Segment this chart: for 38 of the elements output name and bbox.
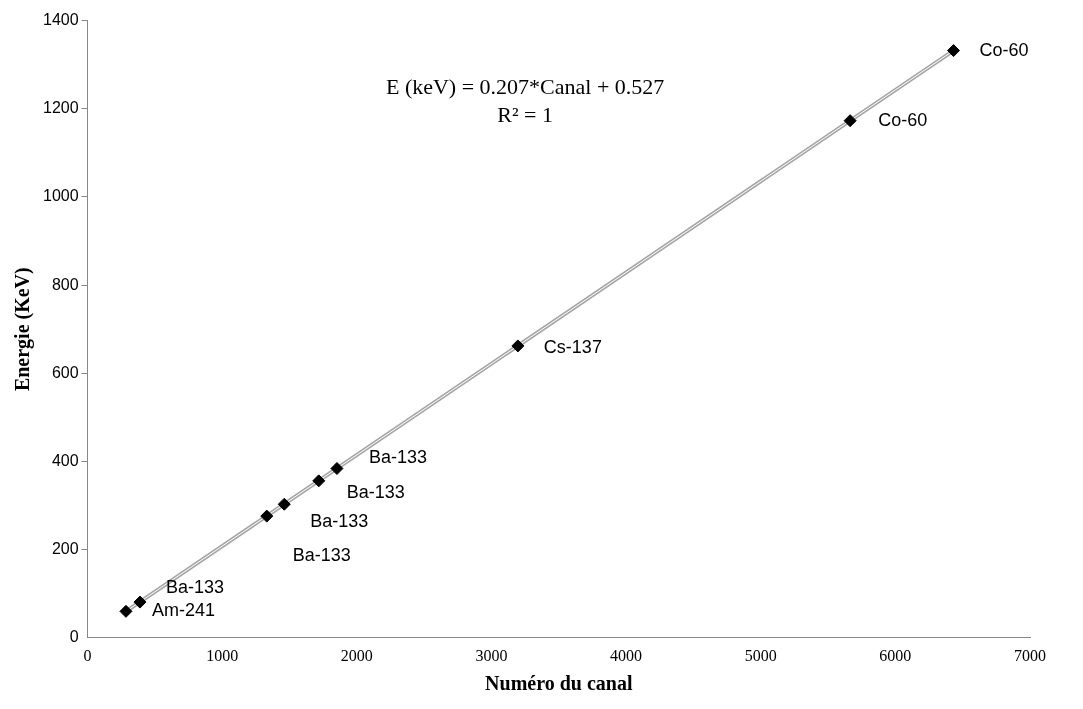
point [330, 462, 344, 476]
x-tick-label: 7000 [1014, 646, 1046, 664]
annotation: R² = 1 [497, 101, 553, 127]
y-tick-label: 1200 [43, 99, 79, 117]
annotation: Cs-137 [543, 336, 602, 357]
x-tick-label: 0 [83, 646, 92, 664]
point [511, 339, 525, 353]
y-tick-label: 0 [69, 628, 79, 646]
y-tick-label: 400 [51, 451, 79, 469]
x-tick-label: 1000 [206, 646, 239, 664]
annotation: Am-241 [151, 600, 215, 621]
point [133, 595, 147, 609]
annotation: Ba-133 [346, 481, 405, 502]
annotation: Ba-133 [368, 447, 427, 468]
annotation: Ba-133 [310, 511, 369, 532]
point [947, 44, 961, 58]
annotation: Co-60 [979, 39, 1029, 60]
y-tick-label: 200 [51, 540, 79, 558]
annotation: Ba-133 [165, 577, 225, 598]
x-tick-label: 3000 [475, 646, 508, 664]
annotation: Co-60 [878, 109, 928, 130]
y-tick-label: 1000 [43, 187, 79, 205]
point [277, 497, 291, 511]
x-axis-title: Numéro du canal [485, 672, 633, 695]
y-tick-label: 600 [51, 363, 79, 381]
point [843, 114, 857, 128]
y-tick-label: 1400 [43, 11, 79, 29]
x-tick-label: 5000 [744, 646, 777, 664]
point [260, 509, 274, 523]
x-tick-label: 4000 [610, 646, 643, 664]
x-tick-label: 6000 [879, 646, 912, 664]
point [119, 604, 133, 618]
y-tick-label: 800 [51, 275, 79, 293]
x-tick-label: 2000 [340, 646, 373, 664]
annotation: E (keV) = 0.207*Canal + 0.527 [385, 73, 665, 99]
annotation: Ba-133 [292, 545, 351, 566]
point [312, 474, 326, 488]
y-axis-title: Energie (KeV) [11, 267, 35, 392]
